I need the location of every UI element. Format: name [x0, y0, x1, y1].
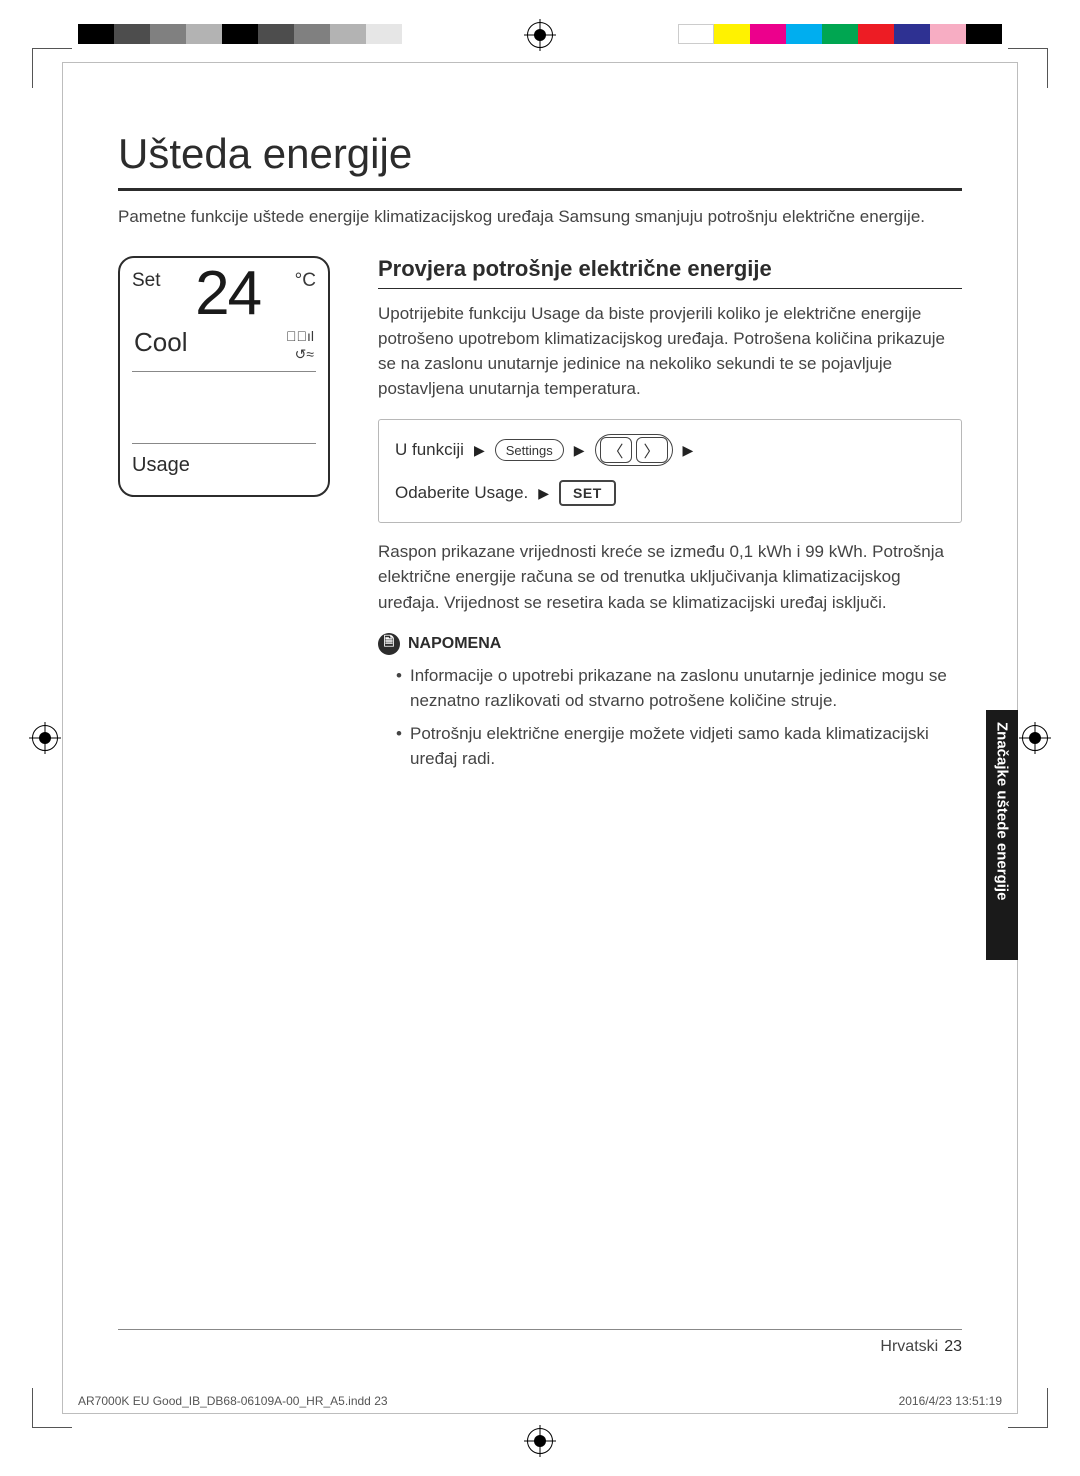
arrow-icon: ▶	[538, 485, 549, 502]
remote-temp-unit: °C	[295, 270, 316, 292]
swatch	[894, 24, 930, 44]
procedure-line-2: Odaberite Usage. ▶ SET	[395, 480, 945, 506]
footer-language: Hrvatski	[880, 1338, 938, 1356]
remote-usage-label: Usage	[132, 444, 316, 477]
prepress-footer: AR7000K EU Good_IB_DB68-06109A-00_HR_A5.…	[78, 1394, 1002, 1408]
remote-status-icons: ✲⃒ıl ↺≈	[286, 328, 314, 363]
remote-display: Set 24 °C Cool ✲⃒ıl ↺≈ Usage	[118, 256, 330, 498]
prepress-timestamp: 2016/4/23 13:51:19	[899, 1394, 1002, 1408]
arrow-icon: ▶	[683, 442, 694, 459]
swatch	[966, 24, 1002, 44]
section-body: Upotrijebite funkciju Usage da biste pro…	[378, 301, 962, 402]
swatch	[858, 24, 894, 44]
registration-mark-icon	[1022, 725, 1048, 751]
note-item: Potrošnju električne energije možete vid…	[396, 721, 962, 771]
settings-button[interactable]: Settings	[495, 439, 564, 461]
swatch	[714, 24, 750, 44]
swatch	[930, 24, 966, 44]
swatch	[186, 24, 222, 44]
note-icon: 🗎	[378, 633, 400, 655]
procedure-line-1: U funkciji ▶ Settings ▶ 〈 〉 ▶	[395, 434, 945, 466]
notes-list: Informacije o upotrebi prikazane na zasl…	[378, 663, 962, 772]
remote-temp-value: 24	[167, 268, 289, 321]
swatch	[258, 24, 294, 44]
crop-mark	[1008, 48, 1048, 88]
intro-text: Pametne funkcije uštede energije klimati…	[118, 205, 962, 230]
side-tab: Značajke uštede energije	[986, 710, 1018, 960]
note-heading: 🗎 NAPOMENA	[378, 633, 962, 655]
swatch	[750, 24, 786, 44]
prev-button[interactable]: 〈	[600, 437, 632, 463]
swatch	[150, 24, 186, 44]
note-label: NAPOMENA	[408, 635, 501, 653]
note-item: Informacije o upotrebi prikazane na zasl…	[396, 663, 962, 713]
next-button[interactable]: 〉	[636, 437, 668, 463]
registration-mark-icon	[527, 1428, 553, 1454]
registration-mark-icon	[32, 725, 58, 751]
color-bar-right	[678, 24, 1002, 44]
set-button[interactable]: SET	[559, 480, 616, 506]
step-label: Odaberite Usage.	[395, 483, 528, 503]
prepress-file: AR7000K EU Good_IB_DB68-06109A-00_HR_A5.…	[78, 1394, 388, 1408]
swatch	[78, 24, 114, 44]
swatch	[786, 24, 822, 44]
swatch	[330, 24, 366, 44]
swing-icon: ↺≈	[295, 346, 314, 363]
arrow-icon: ▶	[474, 442, 485, 459]
crop-mark	[32, 48, 72, 88]
fan-icon: ✲⃒ıl	[286, 328, 314, 344]
swatch	[822, 24, 858, 44]
section-heading: Provjera potrošnje električne energije	[378, 256, 962, 289]
swatch	[114, 24, 150, 44]
arrow-icon: ▶	[574, 442, 585, 459]
post-steps-text: Raspon prikazane vrijednosti kreće se iz…	[378, 539, 962, 614]
procedure-box: U funkciji ▶ Settings ▶ 〈 〉 ▶ Odaberite …	[378, 419, 962, 523]
swatch	[678, 24, 714, 44]
page-title: Ušteda energije	[118, 130, 962, 191]
swatch	[366, 24, 402, 44]
color-bar-left	[78, 24, 402, 44]
step-label: U funkciji	[395, 440, 464, 460]
remote-mode: Cool	[134, 327, 187, 358]
swatch	[294, 24, 330, 44]
crop-mark	[1008, 1388, 1048, 1428]
footer-page-number: 23	[944, 1338, 962, 1356]
crop-mark	[32, 1388, 72, 1428]
remote-set-label: Set	[132, 270, 161, 292]
registration-mark-icon	[527, 22, 553, 48]
page-footer: Hrvatski 23	[118, 1329, 962, 1356]
swatch	[222, 24, 258, 44]
nav-button-group: 〈 〉	[595, 434, 673, 466]
page-content: Ušteda energije Pametne funkcije uštede …	[118, 130, 962, 1356]
